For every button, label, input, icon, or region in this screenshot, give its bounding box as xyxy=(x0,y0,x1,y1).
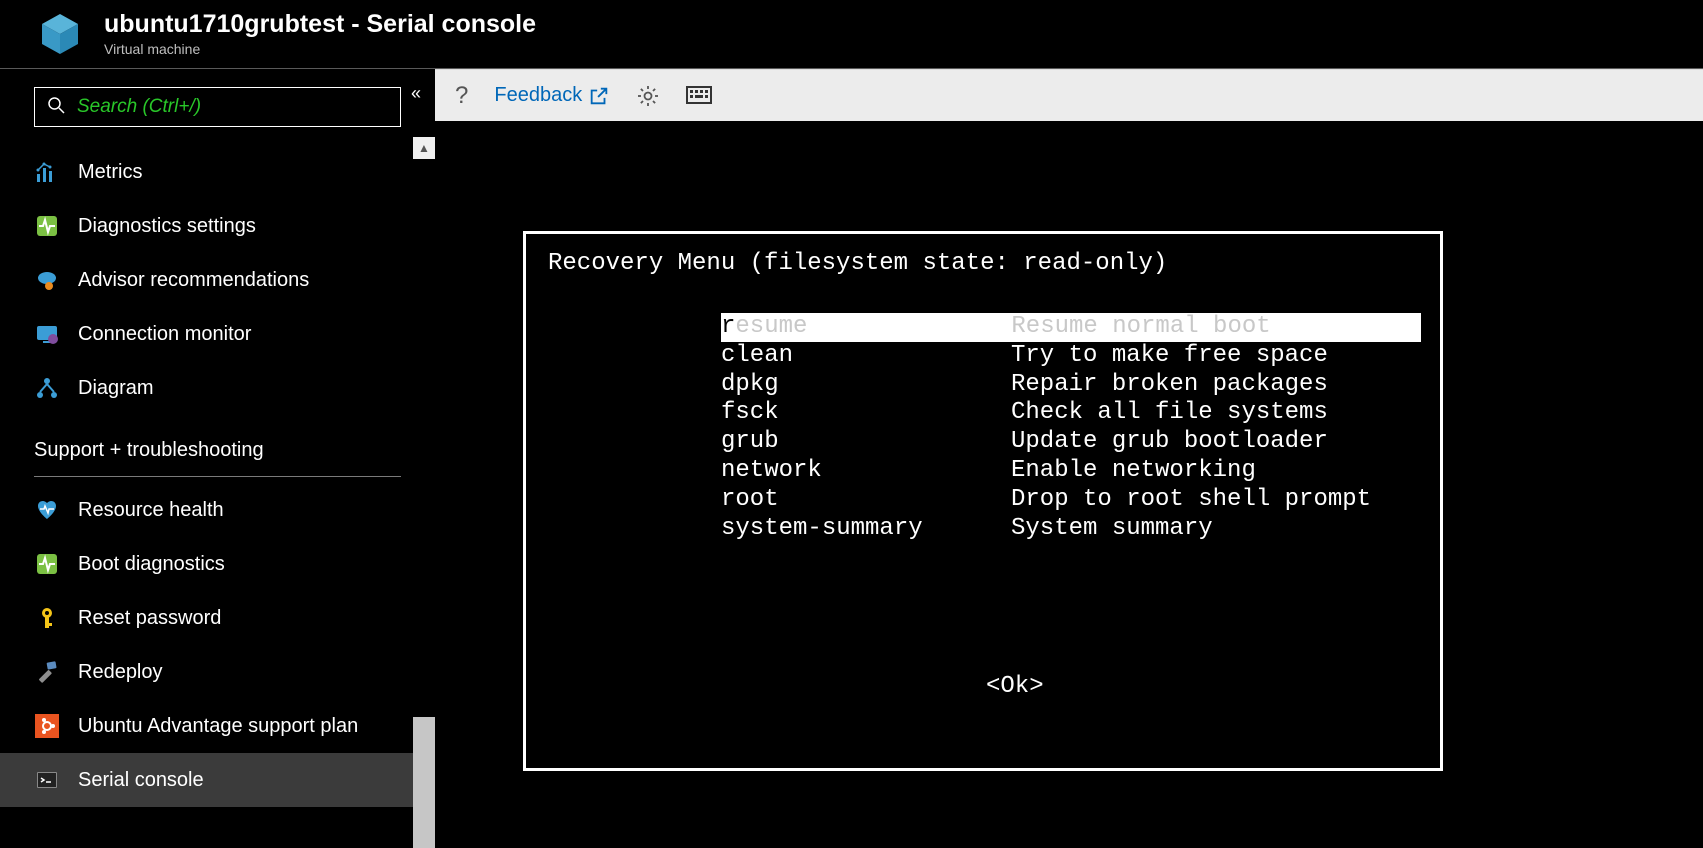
sidebar-item-boot-diagnostics[interactable]: Boot diagnostics xyxy=(0,537,435,591)
keyboard-icon xyxy=(686,86,712,106)
recovery-menu-item[interactable]: fsckCheck all file systems xyxy=(526,399,1440,428)
diagnostics-icon xyxy=(34,213,60,239)
sidebar-item-label: Connection monitor xyxy=(78,323,251,346)
ok-button[interactable]: <Ok> xyxy=(526,673,1440,702)
sidebar-item-label: Advisor recommendations xyxy=(78,269,309,292)
page-title: ubuntu1710grubtest - Serial console xyxy=(104,11,536,39)
sidebar-item-metrics[interactable]: Metrics xyxy=(0,145,435,199)
hammer-icon xyxy=(34,659,60,685)
sidebar-item-redeploy[interactable]: Redeploy xyxy=(0,645,435,699)
gear-icon xyxy=(636,84,660,108)
serial-console-viewport[interactable]: Recovery Menu (filesystem state: read-on… xyxy=(435,121,1703,848)
sidebar-item-label: Redeploy xyxy=(78,661,163,684)
sidebar-item-connection[interactable]: Connection monitor xyxy=(0,307,435,361)
recovery-menu-item[interactable]: system-summarySystem summary xyxy=(526,515,1440,544)
nav-list: Metrics Diagnostics settings Advisor rec… xyxy=(0,137,435,807)
recovery-menu-item[interactable]: grubUpdate grub bootloader xyxy=(526,428,1440,457)
collapse-sidebar-button[interactable]: « xyxy=(411,83,421,104)
sidebar-item-label: Diagnostics settings xyxy=(78,215,256,238)
toolbar: ? Feedback xyxy=(435,69,1703,121)
recovery-menu-item[interactable]: dpkgRepair broken packages xyxy=(526,371,1440,400)
help-button[interactable]: ? xyxy=(455,82,468,110)
sidebar-item-label: Metrics xyxy=(78,161,142,184)
metrics-icon xyxy=(34,159,60,185)
sidebar-item-label: Reset password xyxy=(78,607,221,630)
feedback-button[interactable]: Feedback xyxy=(494,84,610,107)
page-header: ubuntu1710grubtest - Serial console Virt… xyxy=(0,0,1703,69)
sidebar-item-reset-password[interactable]: Reset password xyxy=(0,591,435,645)
scroll-up-arrow-icon[interactable]: ▲ xyxy=(413,137,435,159)
feedback-label: Feedback xyxy=(494,84,582,107)
sidebar-item-serial-console[interactable]: Serial console xyxy=(0,753,435,807)
recovery-menu-item[interactable]: networkEnable networking xyxy=(526,457,1440,486)
page-subtitle: Virtual machine xyxy=(104,41,536,57)
sidebar-scrollbar[interactable]: ▲ xyxy=(413,137,435,848)
recovery-menu-item[interactable]: resumeResume normal boot xyxy=(721,313,1421,342)
main-panel: ? Feedback Recovery Menu (filesystem xyxy=(435,69,1703,848)
search-input[interactable] xyxy=(77,96,388,118)
recovery-menu-item[interactable]: cleanTry to make free space xyxy=(526,342,1440,371)
heart-pulse-icon xyxy=(34,497,60,523)
sidebar-item-label: Diagram xyxy=(78,377,154,400)
keyboard-button[interactable] xyxy=(686,86,712,106)
sidebar-item-label: Ubuntu Advantage support plan xyxy=(78,715,358,738)
advisor-icon xyxy=(34,267,60,293)
sidebar-section-title: Support + troubleshooting xyxy=(0,415,435,470)
recovery-menu-title: Recovery Menu (filesystem state: read-on… xyxy=(526,250,1440,277)
section-divider xyxy=(34,476,401,477)
search-box[interactable] xyxy=(34,87,401,127)
connection-monitor-icon xyxy=(34,321,60,347)
sidebar-item-diagram[interactable]: Diagram xyxy=(0,361,435,415)
search-icon xyxy=(47,96,65,119)
boot-diagnostics-icon xyxy=(34,551,60,577)
ubuntu-icon xyxy=(34,713,60,739)
sidebar-item-advisor[interactable]: Advisor recommendations xyxy=(0,253,435,307)
recovery-menu-item[interactable]: rootDrop to root shell prompt xyxy=(526,486,1440,515)
sidebar-item-label: Resource health xyxy=(78,499,224,522)
sidebar-item-resource-health[interactable]: Resource health xyxy=(0,483,435,537)
recovery-menu-list: resumeResume normal bootcleanTry to make… xyxy=(526,313,1440,543)
settings-button[interactable] xyxy=(636,84,660,108)
sidebar: « Metrics xyxy=(0,69,435,848)
vm-cube-icon xyxy=(38,12,82,56)
sidebar-item-label: Serial console xyxy=(78,769,204,792)
sidebar-item-ubuntu-support[interactable]: Ubuntu Advantage support plan xyxy=(0,699,435,753)
sidebar-item-label: Boot diagnostics xyxy=(78,553,225,576)
sidebar-item-diagnostics[interactable]: Diagnostics settings xyxy=(0,199,435,253)
key-icon xyxy=(34,605,60,631)
console-icon xyxy=(34,767,60,793)
external-link-icon xyxy=(588,85,610,107)
diagram-icon xyxy=(34,375,60,401)
recovery-menu-box: Recovery Menu (filesystem state: read-on… xyxy=(523,231,1443,771)
scrollbar-thumb[interactable] xyxy=(413,717,435,848)
